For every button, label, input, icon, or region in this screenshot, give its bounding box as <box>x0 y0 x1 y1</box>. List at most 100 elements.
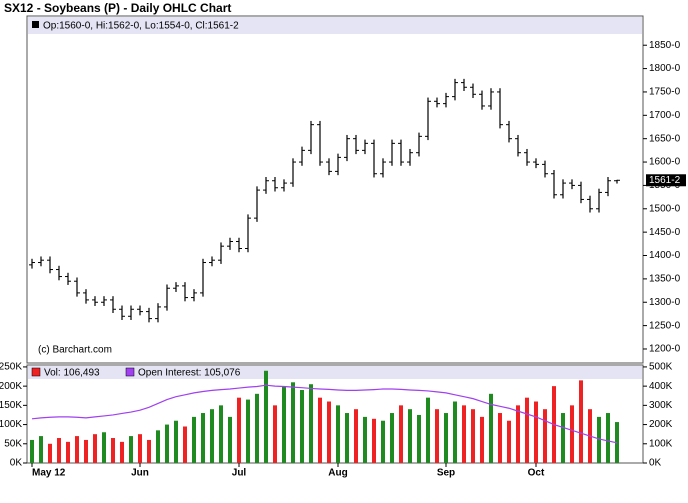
price-panel <box>26 15 644 364</box>
volume-bar <box>192 416 196 463</box>
y-tick-label: 1350-0 <box>649 274 681 285</box>
volume-bar <box>48 443 52 463</box>
volume-bar <box>210 409 214 463</box>
volume-bar <box>318 397 322 463</box>
y-tick-label: 50K <box>4 438 22 449</box>
volume-bar <box>246 399 250 463</box>
volume-bar <box>354 409 358 463</box>
volume-bar <box>66 441 70 463</box>
x-tick-label: Jul <box>232 468 247 479</box>
volume-bar <box>453 401 457 463</box>
volume-bar <box>228 416 232 463</box>
x-tick-label: May 12 <box>32 468 66 479</box>
y-tick-label: 1650-0 <box>649 133 681 144</box>
volume-bar <box>534 401 538 463</box>
volume-bar <box>57 438 61 463</box>
volume-bar <box>84 439 88 463</box>
x-tick-label: Jun <box>131 468 149 479</box>
volume-bar <box>39 436 43 463</box>
y-tick-label: 0K <box>10 458 23 469</box>
y-tick-label: 1800-0 <box>649 63 681 74</box>
legend-swatch <box>31 367 41 377</box>
volume-bar <box>156 430 160 463</box>
y-tick-label: 250K <box>0 362 22 373</box>
volume-bar <box>435 409 439 463</box>
y-tick-label: 1750-0 <box>649 87 681 98</box>
legend-swatch <box>125 367 135 377</box>
volume-bar <box>399 405 403 463</box>
volume-bar <box>183 426 187 463</box>
volume-bar <box>147 439 151 463</box>
y2-tick-label: 200K <box>649 419 673 430</box>
legend-entry: Vol: 106,493 <box>44 368 100 379</box>
y-tick-label: 100K <box>0 419 22 430</box>
ohlc-header: Op:1560-0, Hi:1562-0, Lo:1554-0, Cl:1561… <box>43 21 239 32</box>
volume-bar <box>345 413 349 463</box>
x-tick-label: Sep <box>437 468 455 479</box>
chart-title: SX12 - Soybeans (P) - Daily OHLC Chart <box>4 1 231 15</box>
y-tick-label: 1600-0 <box>649 157 681 168</box>
y-tick-label: 1700-0 <box>649 110 681 121</box>
volume-bar <box>75 436 79 463</box>
volume-bar <box>219 405 223 463</box>
y-tick-label: 150K <box>0 400 22 411</box>
volume-bar <box>93 434 97 463</box>
volume-bar <box>273 405 277 463</box>
volume-bar <box>327 401 331 463</box>
volume-bar <box>381 420 385 463</box>
volume-bar <box>372 418 376 463</box>
volume-bar <box>498 413 502 463</box>
last-price-label: 1561-2 <box>649 175 681 186</box>
volume-bar <box>516 405 520 463</box>
volume-bar <box>291 382 295 463</box>
volume-bar <box>417 414 421 463</box>
volume-bar <box>120 441 124 463</box>
volume-bar <box>390 413 394 463</box>
header-icon <box>32 21 39 28</box>
volume-bar <box>282 386 286 463</box>
volume-bar <box>561 413 565 463</box>
volume-bar <box>102 432 106 463</box>
y-tick-label: 200K <box>0 381 22 392</box>
y-tick-label: 1500-0 <box>649 203 681 214</box>
volume-bar <box>489 393 493 463</box>
y-tick-label: 1450-0 <box>649 227 681 238</box>
y2-tick-label: 300K <box>649 400 673 411</box>
volume-bar <box>165 424 169 463</box>
price-header-bg <box>28 17 642 34</box>
y-tick-label: 1200-0 <box>649 344 681 355</box>
volume-bar <box>201 413 205 463</box>
legend-entry: Open Interest: 105,076 <box>138 368 241 379</box>
y2-tick-label: 100K <box>649 438 673 449</box>
volume-bar <box>462 405 466 463</box>
volume-bar <box>237 397 241 463</box>
volume-bar <box>480 416 484 463</box>
last-price-box <box>646 174 686 187</box>
volume-bar <box>579 380 583 463</box>
volume-bar <box>174 420 178 463</box>
y-tick-label: 1300-0 <box>649 297 681 308</box>
volume-bar <box>138 434 142 463</box>
volume-bar <box>30 439 34 463</box>
volume-bar <box>471 409 475 463</box>
volume-bar <box>543 409 547 463</box>
open-interest-line <box>31 384 618 444</box>
volume-bar <box>309 384 313 463</box>
y2-tick-label: 400K <box>649 381 673 392</box>
y2-tick-label: 500K <box>649 362 673 373</box>
volume-bar <box>255 393 259 463</box>
y-tick-label: 1250-0 <box>649 320 681 331</box>
volume-bar <box>111 438 115 463</box>
volume-bar <box>408 409 412 463</box>
volume-bar <box>444 413 448 463</box>
volume-bar <box>597 416 601 463</box>
y-tick-label: 1850-0 <box>649 40 681 51</box>
volume-bar <box>507 420 511 463</box>
volume-bar <box>426 397 430 463</box>
volume-bar <box>264 370 268 463</box>
volume-bar <box>606 413 610 463</box>
credit: (c) Barchart.com <box>38 345 112 356</box>
y-tick-label: 1400-0 <box>649 250 681 261</box>
volume-header-bg <box>28 366 642 379</box>
